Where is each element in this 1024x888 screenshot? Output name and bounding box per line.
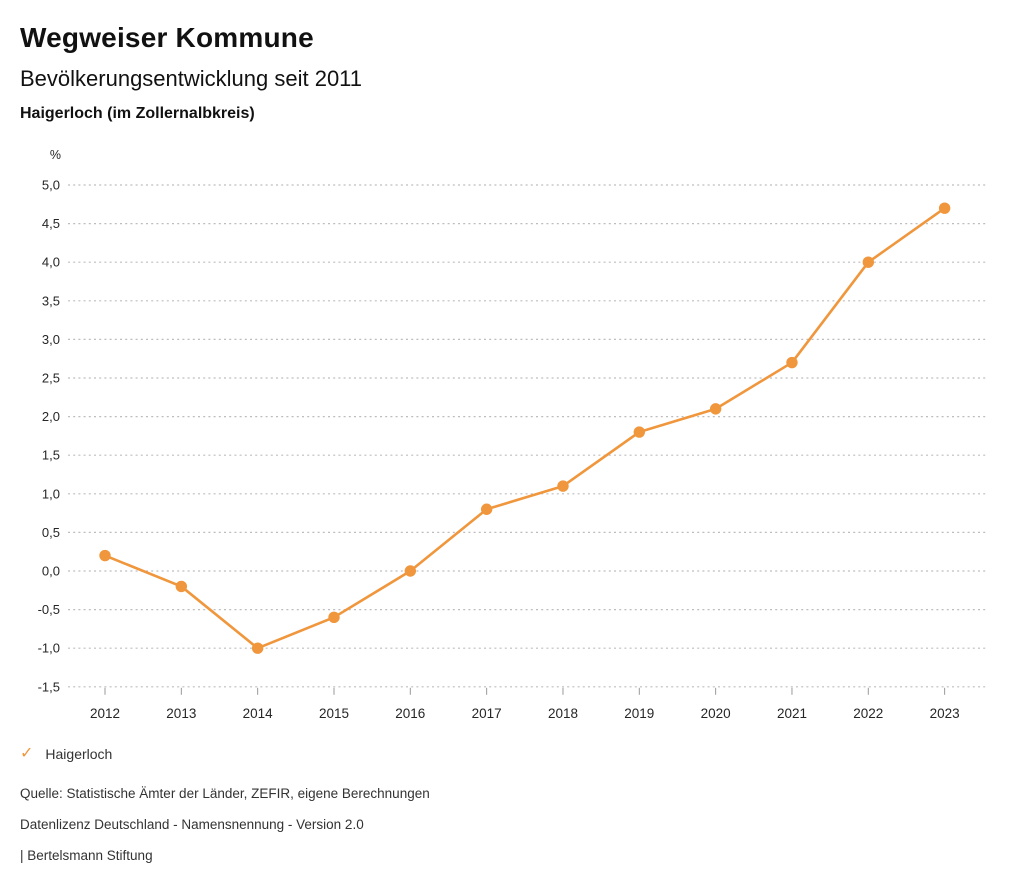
page-title: Wegweiser Kommune [20,22,314,53]
svg-text:2021: 2021 [777,706,807,721]
svg-text:2022: 2022 [853,706,883,721]
svg-text:4,0: 4,0 [42,255,60,270]
line-chart: 5,0 4,5 4,0 3,5 3,0 2,5 2,0 1,5 1,0 0,5 0,0 -0,5 -1,… [0,140,1024,735]
license-text: Datenlizenz Deutschland - Namensnennung … [20,817,364,832]
svg-text:2016: 2016 [395,706,425,721]
svg-text:-0,5: -0,5 [38,602,60,617]
svg-text:4,5: 4,5 [42,216,60,231]
brand-text: | Bertelsmann Stiftung [20,848,153,863]
svg-text:2018: 2018 [548,706,578,721]
svg-text:5,0: 5,0 [42,178,60,193]
svg-text:2,5: 2,5 [42,371,60,386]
svg-text:2013: 2013 [166,706,196,721]
svg-text:2019: 2019 [624,706,654,721]
svg-text:2015: 2015 [319,706,349,721]
legend-label: Haigerloch [45,746,113,762]
checkmark-icon: ✓ [20,745,34,762]
chart-canvas: 5,0 4,5 4,0 3,5 3,0 2,5 2,0 1,5 1,0 0,5 0,0 -0,5 -1,… [38,148,988,721]
svg-text:0,5: 0,5 [42,525,60,540]
svg-text:2017: 2017 [472,706,502,721]
chart-location: Haigerloch (im Zollernalbkreis) [20,105,255,122]
svg-text:2014: 2014 [243,706,274,721]
svg-text:2012: 2012 [90,706,120,721]
svg-text:%: % [50,148,61,162]
svg-text:2,0: 2,0 [42,409,60,424]
svg-text:3,0: 3,0 [42,332,60,347]
svg-text:-1,5: -1,5 [38,679,60,694]
svg-text:1,5: 1,5 [42,448,60,463]
legend-item-haigerloch[interactable]: ✓ Haigerloch [20,744,112,764]
svg-text:-1,0: -1,0 [38,641,60,656]
svg-text:2023: 2023 [930,706,960,721]
svg-text:1,0: 1,0 [42,486,60,501]
source-text: Quelle: Statistische Ämter der Länder, Z… [20,786,430,801]
svg-text:0,0: 0,0 [42,564,60,579]
svg-text:3,5: 3,5 [42,293,60,308]
chart-subtitle: Bevölkerungsentwicklung seit 2011 [20,66,363,91]
svg-text:2020: 2020 [701,706,731,721]
